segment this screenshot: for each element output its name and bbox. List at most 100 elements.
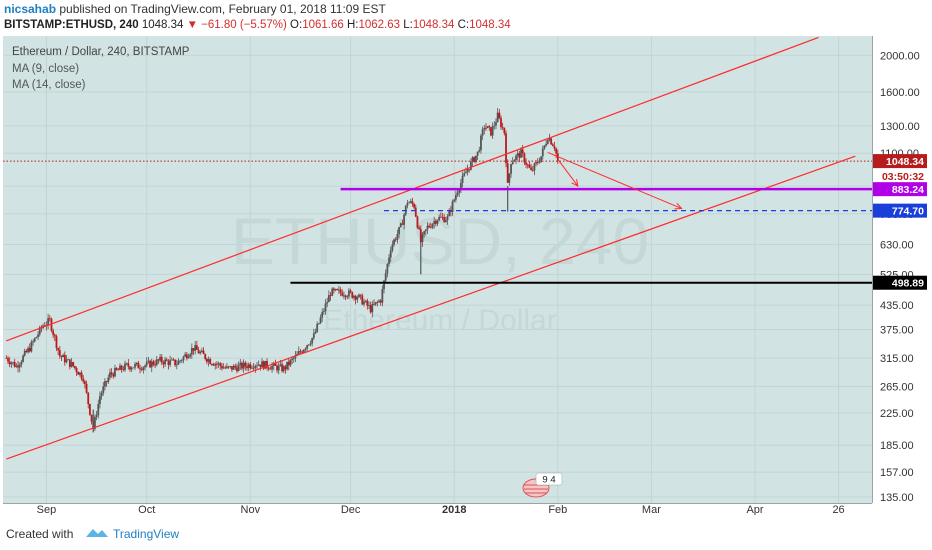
candle-body [80,372,83,379]
candle-body [60,355,63,358]
candle-body [536,162,539,163]
candle-body [159,356,161,361]
candle-body [212,364,215,366]
candle-body [231,366,233,370]
candle-body [210,364,213,365]
candle-body [336,289,339,291]
candle-body [498,112,501,119]
candle-body [466,169,469,173]
candle-body [476,151,479,156]
y-tick-label: 1600.00 [880,87,920,99]
candle-body [426,225,429,230]
candle-body [261,361,263,368]
candle-body [207,359,210,362]
ohlc-line: BITSTAMP:ETHUSD, 240 1048.34 ▼ −61.80 (−… [4,19,511,31]
candle-body [259,364,262,368]
candle-body [135,362,138,365]
candle-body [511,161,514,165]
candle-body [408,202,410,204]
plot-area[interactable] [3,36,872,503]
candle-body [488,126,491,128]
projection-arrow[interactable] [557,158,579,187]
candle-body [164,359,167,365]
candle-body [363,301,365,305]
candle-body [232,365,235,370]
candle-body [314,331,317,334]
price-chart[interactable]: ETHUSD, 240 Ethereum / Dollar 2000.00 160… [0,36,932,515]
candle-body [234,365,237,368]
candle-body [291,358,294,361]
candle-body [242,362,245,369]
candle-body [281,364,283,372]
candle-body [434,221,437,224]
legend-ma9[interactable]: MA (9, close) [12,63,79,75]
candle-body [184,354,187,357]
candle-body [304,348,307,350]
x-tick-label: Dec [341,504,361,515]
candle-body [528,164,531,168]
support-price-tag-box [873,275,927,290]
candle-body [227,366,230,368]
last-price-tag: 1048.34 [886,156,924,168]
candle-body [428,225,431,227]
candle-body [346,296,349,298]
candle-body [109,372,111,378]
candle-body [332,288,335,291]
candle-body [361,295,364,305]
tradingview-logo-icon[interactable] [85,526,109,540]
candle-body [553,146,556,149]
watermark-name: Ethereum / Dollar [323,304,556,337]
events-badge[interactable]: 9 4 [522,472,563,498]
footer: Created with TradingView [0,515,932,550]
candle-body [95,415,98,417]
candle-body [72,362,75,367]
open-label: O: [290,19,303,31]
candle-body [406,203,409,206]
support-price-tag: 498.89 [892,278,924,290]
candle-body [63,354,66,363]
legend-ma14[interactable]: MA (14, close) [12,79,86,91]
candle-body [294,355,297,359]
y-tick-label: 375.00 [880,324,914,336]
projection-arrow[interactable] [547,152,682,209]
candle-body [465,172,467,174]
candle-body [374,302,377,305]
author-name[interactable]: nicsahab [4,2,57,16]
candle-body [384,273,387,281]
candle-body [480,135,482,151]
candle-body [456,192,459,196]
candle-body [538,161,541,163]
candle-body [27,347,29,353]
candle-body [491,126,494,136]
candle-body [73,366,76,369]
y-tick-label: 135.00 [880,492,914,504]
candle-body [451,201,454,212]
candle-body [459,182,462,191]
channel-lower-line[interactable] [6,155,856,460]
candle-body [77,372,80,375]
candle-body [443,217,446,223]
price-axis[interactable] [872,36,932,515]
candle-body [461,175,464,183]
candle-body [177,360,180,365]
candle-body [199,351,202,354]
x-tick-label: Nov [241,504,261,515]
candle-body [68,359,71,367]
candle-body [399,223,402,228]
candle-body [490,127,492,136]
tradingview-brand[interactable]: TradingView [113,527,180,541]
candle-body [329,295,332,296]
candle-body [58,350,61,356]
x-tick-label: Mar [642,504,661,515]
candle-body [251,367,253,369]
y-tick-label: 157.00 [880,467,914,479]
candle-body [155,359,158,366]
created-with-label: Created with [6,527,74,541]
candle-body [187,356,190,359]
candle-body [125,363,128,365]
candle-body [33,338,36,342]
candle-body [13,362,16,367]
candle-body [157,359,160,361]
candle-body [550,138,553,145]
last-price-value: 1048.34 [141,19,184,31]
